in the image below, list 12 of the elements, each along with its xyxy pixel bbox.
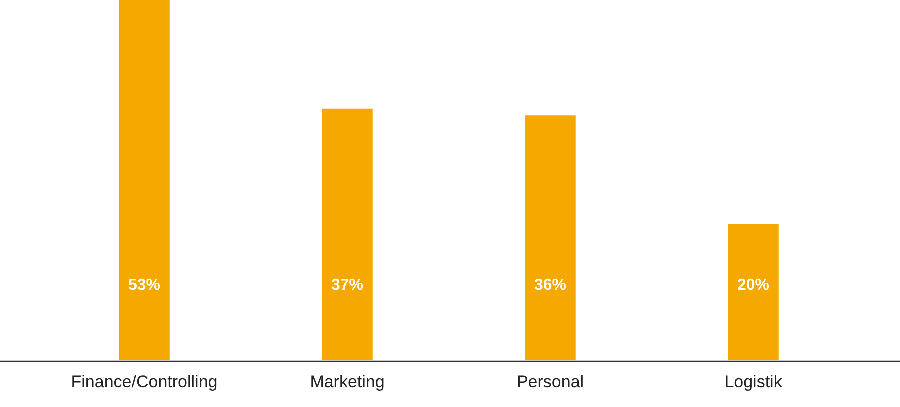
data-label: 20%: [737, 277, 770, 294]
x-tick-label: Logistik: [724, 372, 783, 392]
bar: [525, 116, 576, 361]
bar: [728, 224, 779, 361]
bar: [119, 0, 170, 361]
x-tick-label: Finance/Controlling: [71, 372, 218, 392]
data-label: 36%: [534, 277, 567, 294]
x-tick-label: Marketing: [310, 372, 385, 392]
data-label: 37%: [331, 277, 364, 294]
x-tick-label: Personal: [516, 372, 584, 392]
data-label: 53%: [128, 277, 161, 294]
bar: [322, 108, 373, 361]
